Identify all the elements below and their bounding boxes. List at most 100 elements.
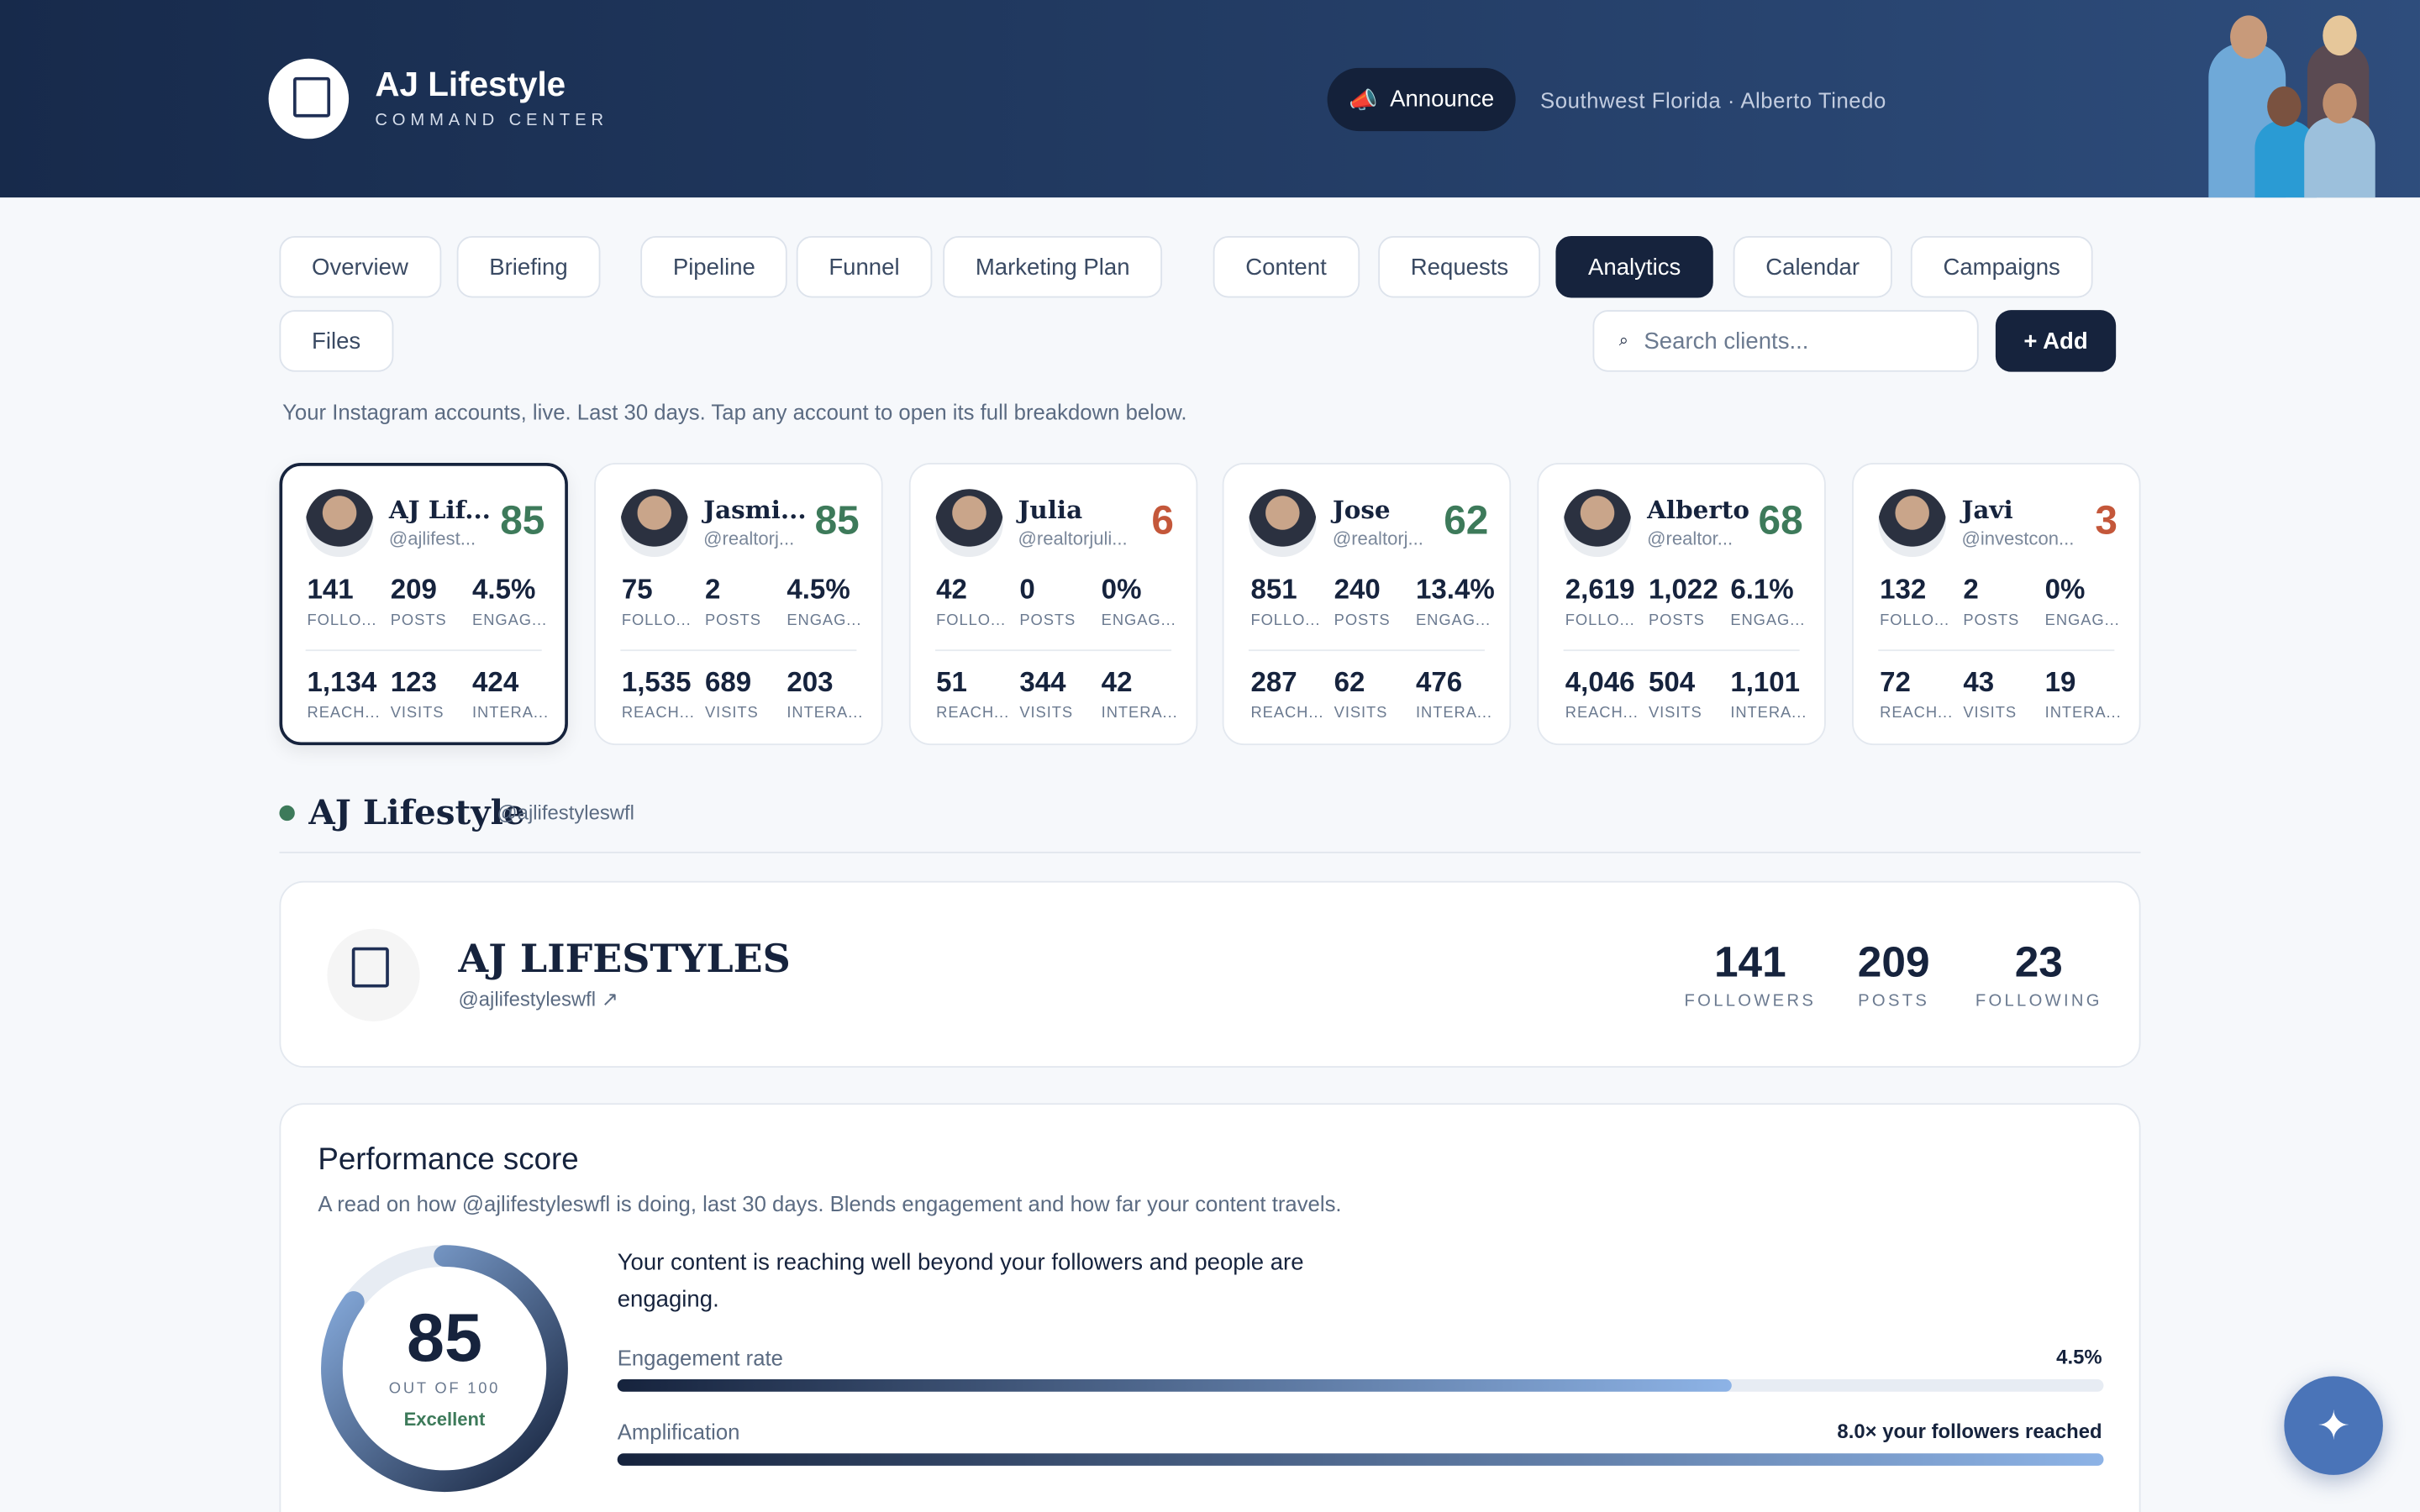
stat-label: FOLLO... bbox=[936, 612, 1007, 630]
app-title: AJ Lifestyle bbox=[375, 65, 566, 104]
stat-label: INTERA... bbox=[786, 705, 864, 722]
selected-handle: @ajlifestyleswfl bbox=[497, 801, 635, 824]
stat-label: REACH... bbox=[1565, 705, 1639, 722]
tab[interactable]: Marketing Plan bbox=[943, 236, 1163, 298]
stat-label: INTERA... bbox=[1730, 705, 1807, 722]
score-value: 85 bbox=[407, 1300, 482, 1377]
profile-handle-text: @ajlifestyleswfl bbox=[458, 987, 597, 1011]
header: AJ Lifestyle COMMAND CENTER 📣 Announce So… bbox=[0, 0, 2420, 198]
announce-button[interactable]: 📣 Announce bbox=[1327, 67, 1516, 132]
stat-label: POSTS bbox=[1019, 612, 1076, 630]
stat-value: 62 bbox=[1334, 666, 1365, 698]
stat-label: ENGAG... bbox=[1730, 612, 1806, 630]
account-name: Julia bbox=[1018, 495, 1083, 525]
stat-label: POSTS bbox=[1963, 612, 2020, 630]
selected-name: AJ Lifestyle bbox=[308, 793, 525, 833]
caption: Your Instagram accounts, live. Last 30 d… bbox=[282, 399, 1187, 425]
stat-value: 0% bbox=[2044, 574, 2086, 605]
tab[interactable]: Pipeline bbox=[640, 236, 788, 298]
stat-label: POSTS bbox=[1334, 612, 1391, 630]
tab[interactable]: Campaigns bbox=[1910, 236, 2093, 298]
metric-label: Amplification bbox=[617, 1419, 740, 1445]
add-button[interactable]: + Add bbox=[1995, 310, 2117, 372]
stat-value: 1,101 bbox=[1730, 666, 1801, 698]
account-name: Jose bbox=[1332, 495, 1391, 525]
account-handle: @investcon... bbox=[1961, 528, 2075, 549]
stat-value: 13.4% bbox=[1415, 574, 1495, 605]
stat-value: 1,535 bbox=[621, 666, 692, 698]
account-score: 85 bbox=[500, 496, 545, 543]
tab[interactable]: Calendar bbox=[1733, 236, 1892, 298]
profile-stat-value: 23 bbox=[2014, 937, 2063, 986]
stat-label: ENGAG... bbox=[786, 612, 862, 630]
account-card[interactable]: AJ Lif... @ajlifest... 85 141 FOLLO... 209 POS… bbox=[279, 463, 568, 746]
stat-label: POSTS bbox=[705, 612, 761, 630]
live-dot bbox=[279, 805, 295, 822]
search-box[interactable]: ⌕ Search clients... bbox=[1592, 310, 1979, 372]
metric-label: Engagement rate bbox=[617, 1345, 783, 1371]
stat-label: FOLLO... bbox=[1250, 612, 1321, 630]
tab[interactable]: Briefing bbox=[456, 236, 601, 298]
tab[interactable]: Files bbox=[279, 310, 393, 372]
profile-logo bbox=[327, 928, 420, 1021]
account-card[interactable]: Julia @realtorjuli... 6 42 FOLLO... 0 POSTS 0% E… bbox=[908, 463, 1197, 746]
stat-value: 4.5% bbox=[786, 574, 850, 605]
tab[interactable]: Requests bbox=[1378, 236, 1541, 298]
account-score: 3 bbox=[2095, 496, 2118, 543]
stat-label: REACH... bbox=[621, 705, 695, 722]
stat-label: ENGAG... bbox=[1415, 612, 1491, 630]
metric-bar-fill bbox=[617, 1453, 2104, 1466]
metric-bar-fill bbox=[617, 1379, 1732, 1392]
account-name: Javi bbox=[1961, 495, 2013, 525]
ring-fill bbox=[321, 1245, 568, 1493]
stat-value: 42 bbox=[936, 574, 967, 605]
stat-value: 72 bbox=[1880, 666, 1911, 698]
card-divider bbox=[1249, 649, 1486, 652]
tab[interactable]: Overview bbox=[279, 236, 441, 298]
tab[interactable]: Analytics bbox=[1555, 236, 1713, 298]
assistant-button[interactable]: ✦ bbox=[2284, 1376, 2383, 1475]
stat-label: FOLLO... bbox=[1565, 612, 1635, 630]
account-score: 62 bbox=[1444, 496, 1489, 543]
account-score: 6 bbox=[1151, 496, 1175, 543]
account-handle: @realtorj... bbox=[1332, 528, 1423, 549]
stat-label: VISITS bbox=[1648, 705, 1702, 722]
stat-value: 132 bbox=[1880, 574, 1927, 605]
tab[interactable]: Funnel bbox=[796, 236, 933, 298]
stat-value: 476 bbox=[1415, 666, 1463, 698]
account-card[interactable]: Jose @realtorj... 62 851 FOLLO... 240 POSTS 13.… bbox=[1223, 463, 1512, 746]
account-name: Jasmi... bbox=[703, 495, 807, 525]
divider bbox=[279, 851, 2141, 853]
account-name: AJ Lif... bbox=[388, 495, 491, 525]
stat-label: REACH... bbox=[936, 705, 1010, 722]
tab[interactable]: Content bbox=[1213, 236, 1360, 298]
card-divider bbox=[305, 649, 542, 652]
stat-label: VISITS bbox=[1334, 705, 1388, 722]
metric-bar bbox=[617, 1379, 2104, 1392]
stat-label: FOLLO... bbox=[307, 612, 377, 630]
avatar bbox=[934, 489, 1003, 558]
app-subtitle: COMMAND CENTER bbox=[375, 111, 608, 130]
stat-label: REACH... bbox=[307, 705, 381, 722]
stat-label: REACH... bbox=[1880, 705, 1954, 722]
stat-value: 344 bbox=[1019, 666, 1066, 698]
profile-handle[interactable]: @ajlifestyleswfl ↗ bbox=[458, 987, 618, 1011]
location: Southwest Florida · Alberto Tinedo bbox=[1540, 87, 1886, 113]
profile-stat-label: POSTS bbox=[1858, 992, 1930, 1011]
account-handle: @realtor... bbox=[1647, 528, 1733, 549]
card-divider bbox=[1878, 649, 2115, 652]
stat-value: 2 bbox=[705, 574, 721, 605]
account-handle: @ajlifest... bbox=[388, 528, 476, 549]
account-card[interactable]: Alberto @realtor... 68 2,619 FOLLO... 1,022 PO… bbox=[1537, 463, 1827, 746]
account-name: Alberto bbox=[1647, 495, 1750, 525]
stat-label: VISITS bbox=[705, 705, 759, 722]
avatar bbox=[619, 489, 688, 558]
stat-label: INTERA... bbox=[2044, 705, 2122, 722]
profile-stat-value: 141 bbox=[1713, 937, 1786, 986]
profile-stat-label: FOLLOWERS bbox=[1684, 992, 1817, 1011]
account-card[interactable]: Javi @investcon... 3 132 FOLLO... 2 POSTS 0% ENG… bbox=[1852, 463, 2141, 746]
account-card[interactable]: Jasmi... @realtorj... 85 75 FOLLO... 2 POSTS 4.… bbox=[593, 463, 883, 746]
stat-label: POSTS bbox=[1648, 612, 1705, 630]
stat-value: 1,134 bbox=[307, 666, 377, 698]
